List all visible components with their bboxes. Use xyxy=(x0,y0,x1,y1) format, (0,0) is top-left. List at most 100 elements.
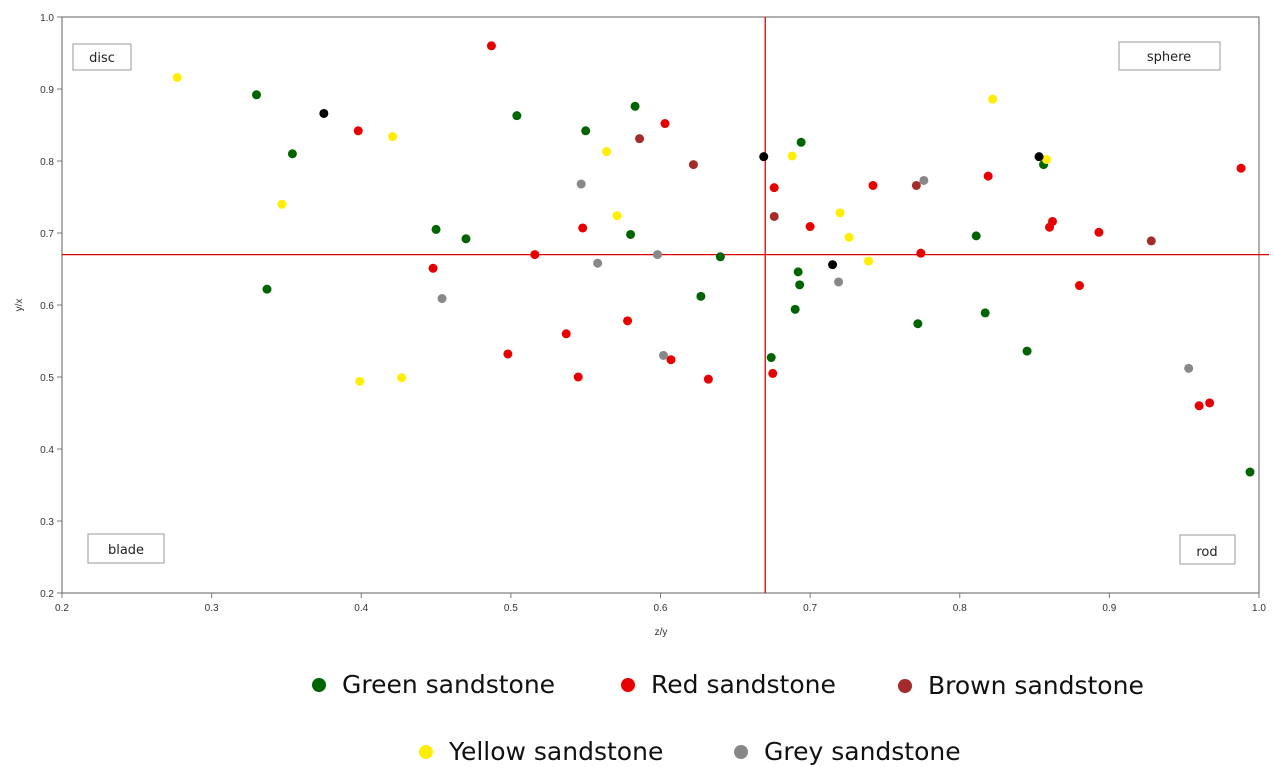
point-red xyxy=(578,223,588,233)
x-tick-label: 1.0 xyxy=(1252,603,1266,614)
legend-dot-red xyxy=(621,677,635,692)
point-red xyxy=(623,316,633,326)
point-black xyxy=(319,108,329,118)
point-red xyxy=(703,374,713,384)
point-green xyxy=(971,231,981,241)
legend-label-yellow: Yellow sandstone xyxy=(449,737,664,766)
x-tick-label: 0.5 xyxy=(504,603,518,614)
point-yellow xyxy=(612,211,622,221)
point-green xyxy=(793,267,803,277)
point-green xyxy=(431,224,441,234)
x-tick-label: 0.3 xyxy=(205,603,219,614)
point-grey xyxy=(658,350,668,360)
legend-label-brown: Brown sandstone xyxy=(928,671,1144,700)
legend-dot-brown xyxy=(898,678,912,693)
point-yellow xyxy=(787,151,797,161)
x-tick-label: 0.8 xyxy=(953,603,967,614)
point-grey xyxy=(1184,363,1194,373)
point-yellow xyxy=(863,256,873,266)
point-grey xyxy=(919,175,929,185)
point-red xyxy=(503,349,513,359)
y-tick-label: 0.7 xyxy=(40,229,54,240)
point-red xyxy=(1194,401,1204,411)
point-brown xyxy=(911,180,921,190)
x-tick-label: 0.7 xyxy=(803,603,817,614)
point-red xyxy=(983,171,993,181)
legend-label-grey: Grey sandstone xyxy=(764,737,961,766)
point-yellow xyxy=(988,94,998,104)
point-grey xyxy=(834,277,844,287)
point-grey xyxy=(653,250,663,260)
y-axis-title: y/x xyxy=(14,299,25,312)
x-axis-title: z/y xyxy=(655,627,668,638)
legend-item-green: Green sandstone xyxy=(312,670,555,699)
point-yellow xyxy=(172,72,182,82)
y-tick-label: 0.5 xyxy=(40,373,54,384)
point-red xyxy=(428,263,438,273)
point-green xyxy=(766,353,776,363)
point-green xyxy=(581,126,591,136)
y-tick-label: 0.2 xyxy=(40,589,54,600)
y-tick-label: 0.3 xyxy=(40,517,54,528)
point-yellow xyxy=(602,147,612,157)
point-brown xyxy=(635,134,645,144)
point-red xyxy=(916,248,926,258)
point-black xyxy=(828,260,838,270)
quadrant-label-blade: blade xyxy=(87,533,165,564)
scatter-chart: 0.2 0.3 0.4 0.5 0.6 0.7 0.8 0.9 1.0 0.2 0.3 0.4 0.5 0… xyxy=(14,13,1269,638)
point-brown xyxy=(688,160,698,170)
legend-dot-grey xyxy=(734,744,748,759)
legend-dot-yellow xyxy=(419,744,433,759)
legend-dot-green xyxy=(312,677,326,692)
point-grey xyxy=(437,294,447,304)
point-grey xyxy=(576,179,586,189)
point-green xyxy=(913,319,923,329)
point-red xyxy=(561,329,571,339)
point-red xyxy=(868,180,878,190)
point-brown xyxy=(769,211,779,221)
legend-label-green: Green sandstone xyxy=(342,670,556,699)
legend: Green sandstone Red sandstone Brown sand… xyxy=(0,662,1274,767)
quadrant-label-disc: disc xyxy=(72,43,132,71)
point-black xyxy=(759,152,769,162)
point-yellow xyxy=(835,208,845,218)
legend-label-red: Red sandstone xyxy=(651,670,836,699)
point-yellow xyxy=(277,199,287,209)
point-grey xyxy=(593,258,603,268)
quadrant-label-sphere-text: sphere xyxy=(1147,50,1191,65)
y-tick-label: 0.4 xyxy=(40,445,54,456)
y-tick-label: 0.8 xyxy=(40,157,54,168)
point-green xyxy=(630,101,640,111)
point-red xyxy=(1236,163,1246,173)
point-green xyxy=(796,137,806,147)
point-red xyxy=(530,250,540,260)
point-red xyxy=(353,126,363,136)
point-red xyxy=(1094,227,1104,237)
point-green xyxy=(790,304,800,314)
point-red xyxy=(666,355,676,365)
point-green xyxy=(512,111,522,121)
x-tick-label: 0.4 xyxy=(354,603,368,614)
point-green xyxy=(715,252,725,262)
point-yellow xyxy=(1042,155,1052,165)
point-green xyxy=(287,149,297,159)
quadrant-label-sphere: sphere xyxy=(1118,41,1221,71)
point-yellow xyxy=(355,376,365,386)
point-brown xyxy=(1146,236,1156,246)
point-red xyxy=(805,222,815,232)
plot-area xyxy=(61,16,1260,594)
point-yellow xyxy=(397,373,407,383)
point-green xyxy=(795,280,805,290)
point-red xyxy=(573,372,583,382)
point-green xyxy=(980,308,990,318)
quadrant-label-disc-text: disc xyxy=(89,51,115,66)
quadrant-label-blade-text: blade xyxy=(108,543,144,558)
point-green xyxy=(626,229,636,239)
point-black xyxy=(1034,152,1044,162)
legend-item-yellow: Yellow sandstone xyxy=(419,737,663,766)
point-yellow xyxy=(844,232,854,242)
point-green xyxy=(262,284,272,294)
point-green xyxy=(252,90,262,100)
quadrant-label-rod: rod xyxy=(1179,534,1236,565)
point-red xyxy=(1048,216,1058,226)
